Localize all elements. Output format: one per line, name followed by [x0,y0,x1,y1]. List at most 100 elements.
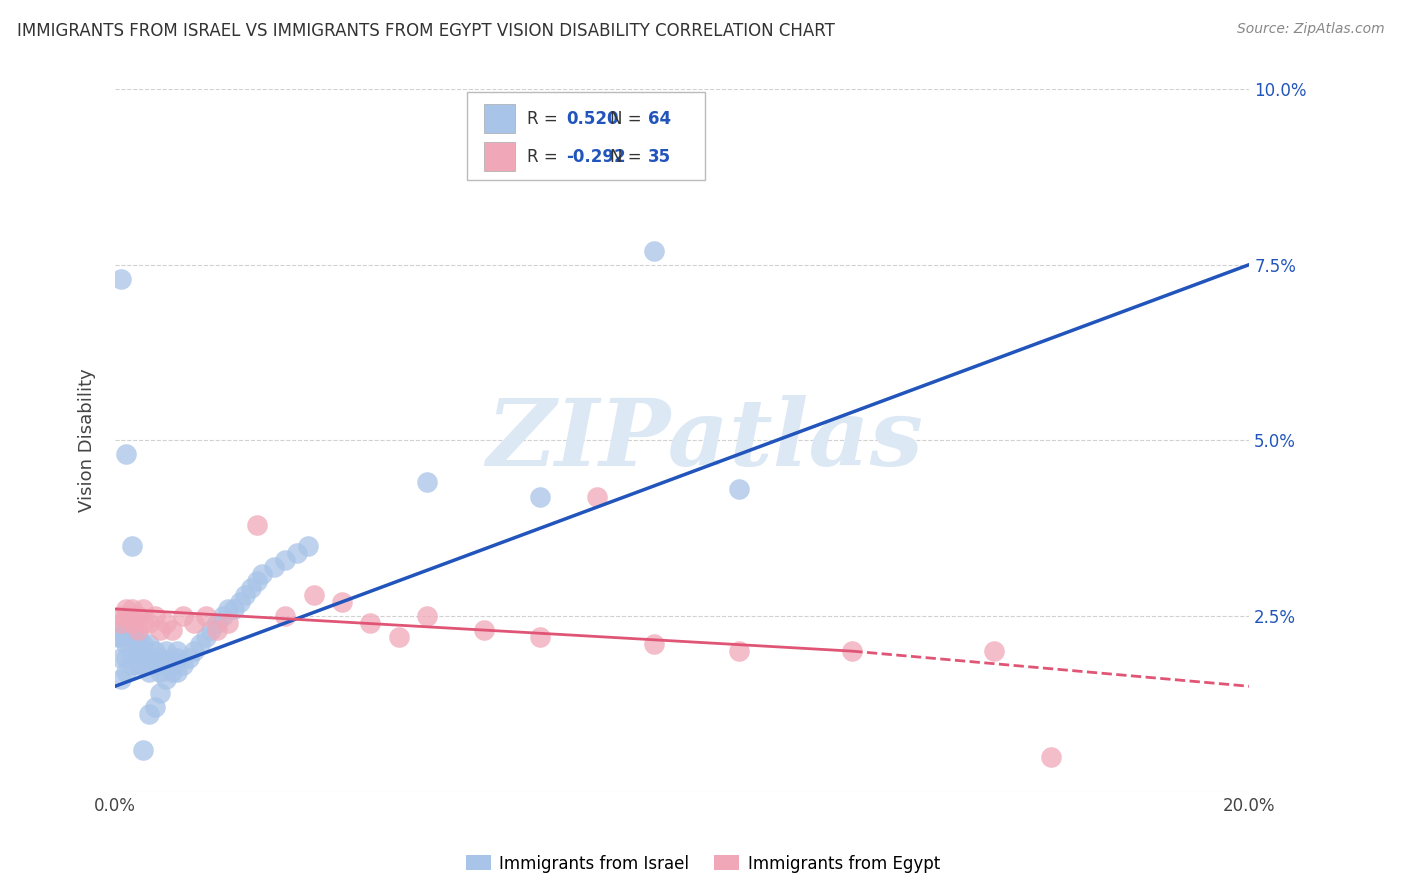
Point [115,447,138,461]
Text: -0.292: -0.292 [567,147,626,166]
Point [841,644,863,658]
Point [240,581,263,595]
Point [728,644,751,658]
Text: R =: R = [527,147,562,166]
Point [188,637,211,651]
Point [143,700,166,714]
Point [138,707,160,722]
Point [217,615,239,630]
Point [121,539,143,553]
Point [194,609,217,624]
Point [110,615,132,630]
Point [149,686,172,700]
Point [132,615,155,630]
Point [1039,749,1062,764]
Point [132,742,155,756]
Point [127,658,149,673]
Point [149,665,172,680]
Point [529,630,551,644]
Point [330,595,353,609]
Point [132,644,155,658]
Point [149,651,172,665]
Point [172,658,194,673]
Point [263,559,285,574]
Y-axis label: Vision Disability: Vision Disability [79,368,96,512]
Point [160,665,183,680]
Point [121,644,143,658]
Point [416,609,439,624]
Point [183,644,205,658]
Text: N =: N = [610,110,647,128]
Point [529,490,551,504]
Text: Source: ZipAtlas.com: Source: ZipAtlas.com [1237,22,1385,37]
Point [160,623,183,637]
Point [127,644,149,658]
Point [205,623,228,637]
Point [155,658,177,673]
Point [172,609,194,624]
Point [166,644,188,658]
Point [728,483,751,497]
Point [132,602,155,616]
Point [211,609,233,624]
Point [127,623,149,637]
Point [115,637,138,651]
Point [132,658,155,673]
Point [149,623,172,637]
Point [143,658,166,673]
Point [121,658,143,673]
Point [217,602,239,616]
Point [110,623,132,637]
Point [205,615,228,630]
Point [166,665,188,680]
Point [121,615,143,630]
Point [302,588,325,602]
Point [359,615,381,630]
Point [138,665,160,680]
Point [643,637,665,651]
Point [110,651,132,665]
Point [643,244,665,258]
Point [416,475,439,490]
Point [155,644,177,658]
Text: R =: R = [527,110,562,128]
FancyBboxPatch shape [467,93,704,180]
Point [246,517,269,532]
Point [121,602,143,616]
Point [274,609,297,624]
Point [274,553,297,567]
Point [110,672,132,686]
Text: N =: N = [610,147,647,166]
Point [285,546,308,560]
Point [297,539,319,553]
Point [472,623,495,637]
Point [183,615,205,630]
Point [387,630,409,644]
Point [121,630,143,644]
Point [110,271,132,285]
Text: 35: 35 [648,147,671,166]
Point [177,651,200,665]
Point [229,595,252,609]
Point [246,574,269,588]
Point [200,623,222,637]
Point [115,665,138,680]
Point [110,609,132,624]
Point [143,644,166,658]
Point [127,630,149,644]
Point [160,651,183,665]
Legend: Immigrants from Israel, Immigrants from Egypt: Immigrants from Israel, Immigrants from … [460,848,946,880]
Point [194,630,217,644]
Point [983,644,1005,658]
Point [160,658,183,673]
Point [115,623,138,637]
Point [115,609,138,624]
FancyBboxPatch shape [484,142,516,171]
Point [586,490,609,504]
Point [115,602,138,616]
Point [155,615,177,630]
Point [166,651,188,665]
Text: 64: 64 [648,110,671,128]
Point [132,637,155,651]
Point [224,602,246,616]
